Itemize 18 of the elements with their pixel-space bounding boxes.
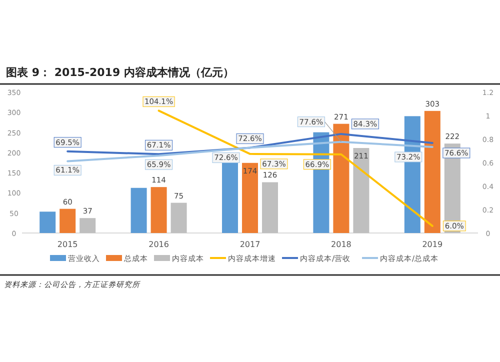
bar — [40, 212, 56, 233]
x-tick-label: 2015 — [57, 240, 78, 249]
bar — [353, 148, 370, 233]
title: 图表 9： 2015-2019 内容成本情况（亿元） — [6, 66, 234, 79]
x-tick-label: 2017 — [240, 240, 260, 249]
bar — [242, 162, 258, 233]
bar — [130, 188, 147, 233]
x-tick-label: 2018 — [331, 240, 352, 249]
bar — [170, 202, 187, 233]
bar — [60, 208, 76, 233]
bar — [424, 110, 440, 233]
bar — [222, 162, 238, 233]
bar — [333, 124, 350, 233]
bar — [150, 187, 167, 233]
x-tick-label: 2016 — [148, 240, 169, 249]
x-tick-label: 2019 — [422, 240, 443, 249]
bar — [80, 218, 96, 233]
bar — [262, 182, 278, 233]
